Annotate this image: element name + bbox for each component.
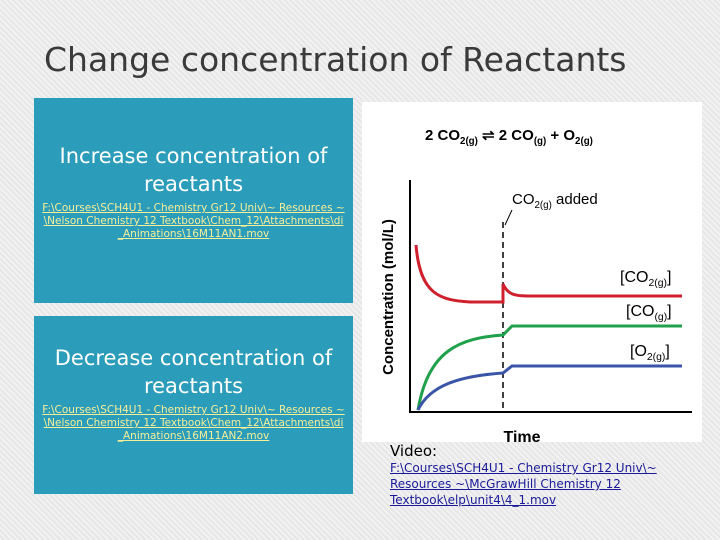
x-axis-label: Time: [503, 429, 540, 446]
text-part: ]: [667, 269, 671, 286]
subscript: 2(g): [648, 278, 666, 289]
co2-curve: [414, 244, 682, 304]
subscript: 2(g): [535, 200, 552, 211]
video-label: Video:: [390, 442, 438, 460]
text-box: Increase concentration of reactants F:\C…: [34, 98, 353, 303]
text-part: CO: [512, 191, 535, 208]
file-link[interactable]: F:\Courses\SCH4U1 - Chemistry Gr12 Univ\…: [42, 202, 345, 240]
text-part: ⇌ 2 CO: [478, 127, 534, 144]
figure-panel: [362, 102, 702, 442]
text-part: 2 CO: [425, 127, 460, 144]
subscript: 2(g): [647, 352, 665, 363]
text-part: added: [552, 191, 598, 208]
equation: 2 CO2(g) ⇌ 2 CO(g) + O2(g): [425, 127, 593, 147]
text-part: [CO: [620, 269, 648, 286]
file-link[interactable]: F:\Courses\SCH4U1 - Chemistry Gr12 Univ\…: [42, 404, 345, 442]
text-part: ]: [665, 343, 669, 360]
box-heading: Increase concentration of reactants: [59, 144, 328, 196]
subscript: 2(g): [575, 136, 593, 147]
text-part: + O: [546, 127, 575, 144]
text-part: [O: [630, 343, 647, 360]
box-heading: Decrease concentration of reactants: [54, 346, 333, 398]
text-part: [CO: [626, 303, 654, 320]
subscript: (g): [654, 312, 667, 323]
video-link[interactable]: F:\Courses\SCH4U1 - Chemistry Gr12 Univ\…: [390, 461, 657, 507]
subscript: (g): [534, 136, 546, 147]
curve-label: [CO(g)]: [626, 303, 672, 323]
text-box: Decrease concentration of reactants F:\C…: [34, 316, 353, 494]
text-part: ]: [667, 303, 671, 320]
video-note: Video: F:\Courses\SCH4U1 - Chemistry Gr1…: [390, 442, 690, 508]
annotation-pointer: [504, 209, 513, 226]
curve-label: [CO2(g)]: [620, 269, 671, 289]
slide-title: Change concentration of Reactants: [44, 40, 627, 79]
co-curve: [416, 324, 682, 411]
subscript: 2(g): [460, 136, 478, 147]
y-axis-label: Concentration (mol/L): [380, 219, 397, 375]
o2-curve: [416, 364, 682, 411]
curve-label: [O2(g)]: [630, 343, 670, 363]
annotation: CO2(g) added: [512, 191, 598, 211]
